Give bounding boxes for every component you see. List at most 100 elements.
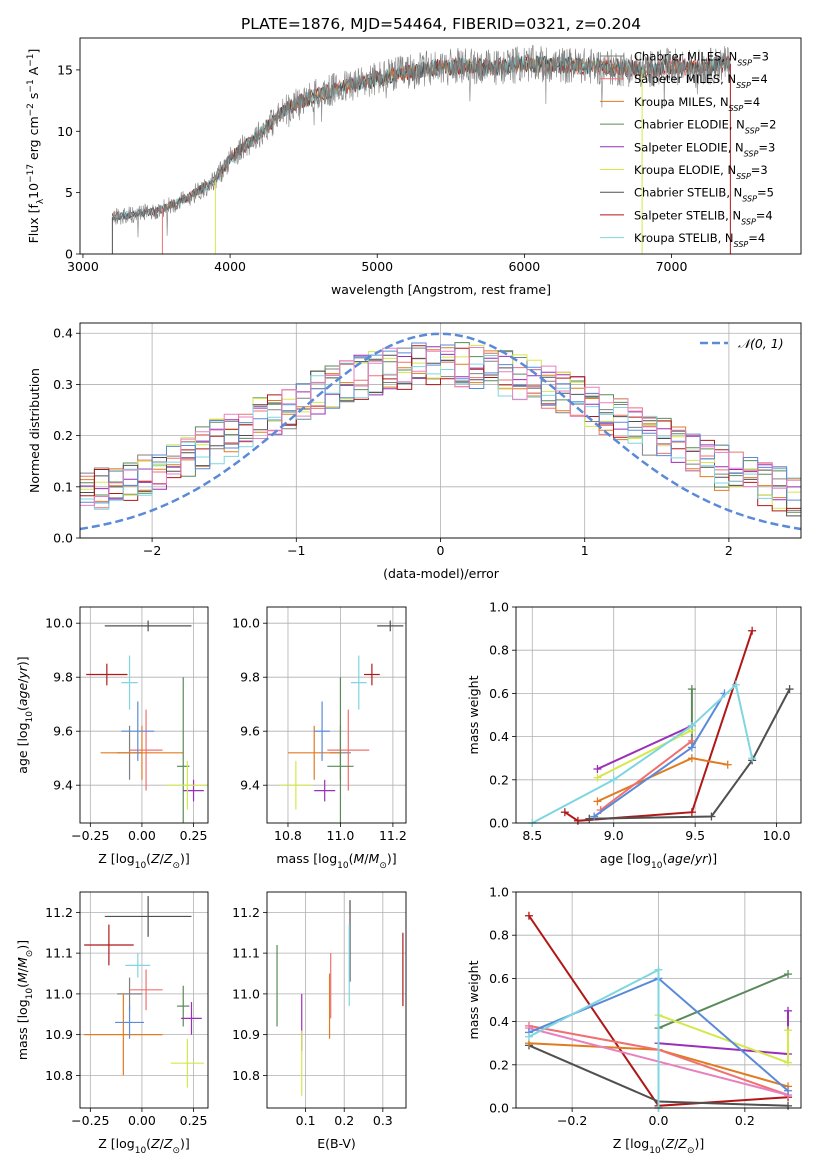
legend-value: =3 <box>751 163 768 177</box>
legend-entry: Kroupa ELODIE, NSSP=3 <box>634 163 768 181</box>
weight-line <box>596 729 693 779</box>
label-part: )] <box>15 656 30 666</box>
y-axis-label: Normed distribution <box>27 368 42 493</box>
label-part: age <box>15 683 30 707</box>
y-tick-label: 9.6 <box>53 724 73 739</box>
label-part: ( <box>15 983 30 988</box>
label-part: Z <box>150 1136 160 1151</box>
legend-entry: Salpeter STELIB, NSSP=4 <box>634 208 773 226</box>
y-tick-label: 11.1 <box>232 946 260 961</box>
label-part: 10 <box>651 861 663 871</box>
label-part: ] <box>26 49 41 54</box>
label-part: s <box>26 93 41 104</box>
label-part: E(B-V) <box>317 1136 356 1151</box>
label-part: Z [log <box>613 1136 649 1151</box>
x-tick-label: 0.00 <box>128 828 156 843</box>
x-tick-label: 6000 <box>508 259 540 274</box>
y-tick-label: 0.2 <box>489 772 509 787</box>
label-part: )] <box>707 851 717 866</box>
label-part: 10 <box>649 1146 661 1156</box>
label-part: ( <box>662 851 667 866</box>
legend-entry: Kroupa MILES, NSSP=4 <box>634 95 760 113</box>
x-tick-label: 0.2 <box>334 1113 354 1128</box>
label-part: −17 <box>26 164 36 183</box>
y-tick-label: 0.4 <box>489 1014 509 1029</box>
y-tick-label: 0.6 <box>489 686 509 701</box>
y-tick-label: 10 <box>57 124 73 139</box>
legend-sub: SSP <box>737 58 752 67</box>
label-part: A <box>26 66 41 79</box>
label-part: ⊙ <box>172 1146 180 1156</box>
label-part: / <box>691 851 696 866</box>
figure-title: PLATE=1876, MJD=54464, FIBERID=0321, z=0… <box>241 15 641 33</box>
label-part: / <box>15 678 30 683</box>
legend-entry: Kroupa STELIB, NSSP=4 <box>634 231 765 249</box>
label-part: / <box>364 851 369 866</box>
label-part: / <box>160 851 165 866</box>
y-tick-label: 9.4 <box>53 778 73 793</box>
legend-value: =3 <box>758 140 775 154</box>
chart-mass_weight_vs_Z: −0.2 0.0 0.20.00.20.40.60.81.0Z [log10(Z/Z… <box>466 885 802 1156</box>
y-tick-label: 0.1 <box>53 479 73 494</box>
y-tick-label: 0.0 <box>489 816 509 831</box>
label-part: M <box>369 851 380 866</box>
label-part: age [log <box>600 851 651 866</box>
axes-frame <box>79 606 209 824</box>
y-tick-label: 5 <box>65 185 73 200</box>
legend-value: =4 <box>748 231 765 245</box>
x-axis-label: Z [log10(Z/Z⊙)] <box>98 851 190 871</box>
x-tick-label: 0.1 <box>296 1113 316 1128</box>
legend-name: Kroupa ELODIE, N <box>634 163 736 177</box>
x-tick-label: −0.25 <box>71 1113 109 1128</box>
x-axis-label: (data-model)/error <box>383 566 500 581</box>
legend-entry: Salpeter ELODIE, NSSP=3 <box>634 140 775 158</box>
label-part: ⊙ <box>379 861 387 871</box>
x-tick-label: 11.0 <box>327 828 355 843</box>
y-tick-label: 11.1 <box>45 946 73 961</box>
label-part: M <box>354 851 365 866</box>
y-tick-label: 1.0 <box>489 885 509 900</box>
y-tick-label: 1.0 <box>489 600 509 615</box>
y-tick-label: 11.0 <box>45 986 73 1001</box>
y-tick-label: 10.0 <box>232 616 260 631</box>
label-part: mass [log <box>15 999 30 1060</box>
label-part: −1 <box>26 54 36 67</box>
label-part: erg cm <box>26 116 41 164</box>
axes-frame <box>79 37 802 255</box>
x-tick-label: 0.25 <box>180 1113 208 1128</box>
y-tick-label: 10.9 <box>232 1027 260 1042</box>
y-tick-label: 0.2 <box>489 1057 509 1072</box>
x-tick-label: 11.2 <box>379 828 407 843</box>
legend-sub: SSP <box>736 81 751 90</box>
legend-value: =4 <box>756 208 773 222</box>
y-axis-label: Flux [fλ10−17 erg cm−2 s−1 A−1] <box>26 49 46 244</box>
legend-sub: SSP <box>741 217 756 226</box>
legend-value: =3 <box>752 50 769 64</box>
label-part: λ <box>36 198 46 204</box>
weight-line <box>564 630 754 822</box>
label-part: Z <box>163 851 173 866</box>
label-part: Z <box>665 1136 675 1151</box>
label-part: 10 <box>135 861 147 871</box>
x-tick-label: −1 <box>287 543 305 558</box>
chart-mass_vs_ebv: 0.1 0.2 0.3 10.8 10.9 11.0 11.1 11.2 E(B-V) <box>232 891 407 1151</box>
label-part: Z <box>150 851 160 866</box>
y-tick-label: 11.2 <box>232 905 260 920</box>
label-part: / <box>674 1136 679 1151</box>
legend-name: Chabrier ELODIE, N <box>634 118 745 132</box>
y-tick-label: 0.8 <box>489 928 509 943</box>
label-part: −2 <box>26 103 36 116</box>
label-part: ( <box>146 851 151 866</box>
y-tick-label: 0.3 <box>53 377 73 392</box>
y-tick-label: 10.8 <box>232 1068 260 1083</box>
legend-sub: SSP <box>744 149 759 158</box>
y-tick-label: 0.6 <box>489 971 509 986</box>
legend-name: Salpeter MILES, N <box>634 72 736 86</box>
legend-value: =2 <box>760 118 777 132</box>
y-axis-label: mass weight <box>466 960 481 1039</box>
legend: 𝒩(0, 1) <box>700 336 784 351</box>
y-tick-label: 11.0 <box>232 986 260 1001</box>
x-tick-label: 10.0 <box>763 828 791 843</box>
y-tick-label: 9.6 <box>240 724 260 739</box>
x-tick-label: 3000 <box>67 259 99 274</box>
